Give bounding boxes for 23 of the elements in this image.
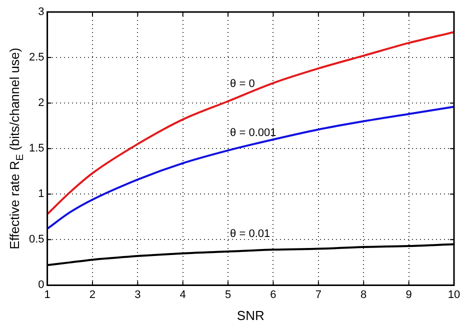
x-tick-label: 3 (134, 288, 141, 301)
series-label: θ = 0.01 (230, 228, 270, 240)
line-series (47, 106, 454, 230)
y-tick-label: 1 (38, 188, 44, 200)
x-tick-label: 8 (360, 288, 367, 301)
x-tick-label: 9 (406, 288, 412, 301)
x-tick-label: 4 (180, 288, 186, 301)
x-tick-label: 6 (270, 288, 276, 301)
x-tick-label: 10 (448, 288, 460, 301)
x-axis-title: SNR (236, 308, 264, 323)
line-series (47, 31, 454, 216)
x-tick-label: 7 (315, 288, 322, 301)
y-tick-label: 0 (38, 279, 44, 292)
y-tick-label: 2.5 (28, 52, 44, 64)
x-tick-label: 5 (224, 288, 232, 301)
y-tick-label: 2 (38, 97, 44, 110)
y-tick-label: 1.5 (28, 142, 44, 155)
series-label: θ = 0.001 (230, 126, 276, 139)
y-axis-title: Effective rate RE (bits/channel use) (7, 48, 26, 250)
series-label: θ = 0 (230, 78, 255, 90)
y-tick-label: 3 (38, 6, 44, 18)
x-tick-label: 2 (89, 288, 96, 301)
y-tick-label: 0.5 (28, 234, 44, 246)
